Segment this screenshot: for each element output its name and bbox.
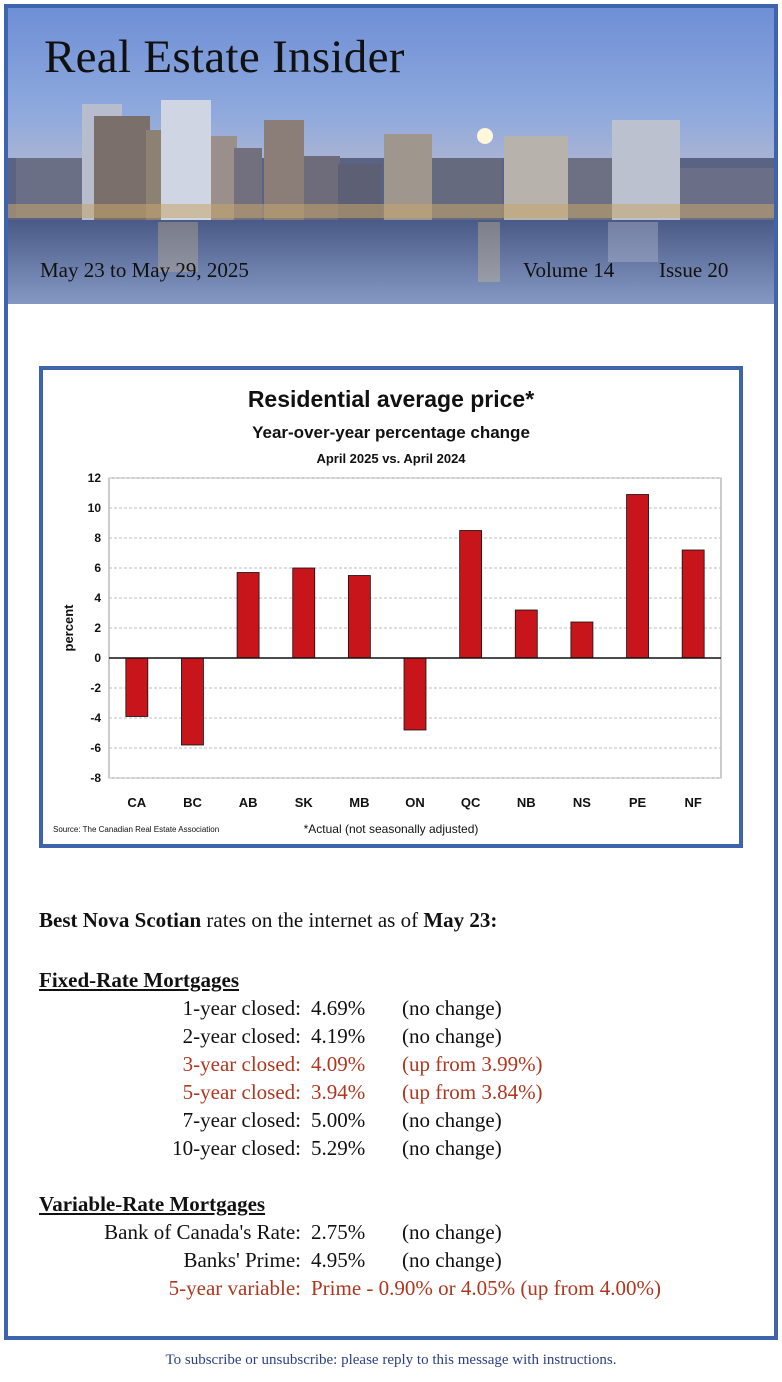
y-tick-label: -6 [90, 741, 101, 755]
header-banner: Real Estate Insider May 23 to May 29, 20… [8, 8, 774, 304]
x-tick-label: ON [405, 795, 425, 810]
y-tick-label: 4 [94, 591, 101, 605]
rate-row: 5-year variable: Prime - 0.90% or 4.05% (… [39, 1276, 759, 1304]
issue-number: Issue 20 [659, 258, 729, 282]
newsletter-title: Real Estate Insider [44, 31, 405, 83]
chart-subtitle-period: April 2025 vs. April 2024 [316, 451, 466, 466]
rate-change: (up from 3.99%) [402, 1052, 543, 1076]
chart-box: Residential average price* Year-over-year… [39, 366, 743, 848]
rate-change: (no change) [402, 1024, 502, 1048]
x-tick-label: NS [573, 795, 591, 810]
volume-number: Volume 14 [523, 258, 615, 282]
rates-intro: Best Nova Scotian rates on the internet … [39, 908, 497, 933]
y-tick-label: 12 [88, 471, 102, 485]
rate-row: 10-year closed: 5.29% (no change) [39, 1136, 759, 1164]
rate-row: 3-year closed: 4.09% (up from 3.99%) [39, 1052, 759, 1080]
y-tick-label: -8 [90, 771, 101, 785]
rate-row: 2-year closed: 4.19% (no change) [39, 1024, 759, 1052]
intro-date: May 23: [423, 908, 498, 932]
rate-value: 5.29% [311, 1136, 366, 1160]
intro-text: rates on the internet as of [201, 908, 424, 932]
rate-value: 2.75% [311, 1220, 366, 1244]
newsletter-frame: Real Estate Insider May 23 to May 29, 20… [4, 4, 778, 1340]
rate-row: Banks' Prime: 4.95% (no change) [39, 1248, 759, 1276]
rate-row: 7-year closed: 5.00% (no change) [39, 1108, 759, 1136]
rate-label: Bank of Canada's Rate: [104, 1220, 301, 1244]
rate-row: 1-year closed: 4.69% (no change) [39, 996, 759, 1024]
rate-label: 5-year closed: [182, 1080, 301, 1104]
y-tick-label: -2 [90, 681, 101, 695]
chart-title: Residential average price* [248, 386, 534, 412]
bar-ab [236, 572, 260, 659]
rate-label: 10-year closed: [172, 1136, 301, 1160]
subscribe-footer: To subscribe or unsubscribe: please repl… [165, 1352, 617, 1368]
y-tick-label: 10 [88, 501, 102, 515]
x-tick-label: NF [685, 795, 702, 810]
y-tick-label: -4 [90, 711, 101, 725]
intro-region: Best Nova Scotian [39, 908, 202, 932]
y-axis-label: percent [61, 604, 76, 652]
x-tick-label: AB [239, 795, 258, 810]
chart-subtitle: Year-over-year percentage change [252, 423, 530, 442]
chart-source: Source: The Canadian Real Estate Associa… [53, 825, 219, 834]
rate-change: (no change) [402, 1248, 502, 1272]
bar-pe [626, 494, 649, 659]
rate-label: 2-year closed: [182, 1024, 301, 1048]
y-tick-label: 8 [94, 531, 101, 545]
fixed-rate-heading: Fixed-Rate Mortgages [39, 968, 240, 992]
date-range: May 23 to May 29, 2025 [40, 258, 249, 282]
rate-change: (up from 3.84%) [402, 1080, 543, 1104]
rate-value: 5.00% [311, 1108, 366, 1132]
rate-value: Prime - 0.90% or 4.05% (up from 4.00%) [311, 1276, 661, 1300]
bar-ca [125, 657, 149, 717]
bar-ns [570, 621, 594, 659]
rate-value: 4.69% [311, 996, 366, 1020]
bar-sk [292, 567, 316, 659]
rate-label: 5-year variable: [168, 1276, 301, 1300]
bar-qc [459, 530, 483, 659]
rate-change: (no change) [402, 1136, 502, 1160]
bar-nf [681, 549, 705, 659]
y-tick-label: 0 [94, 651, 101, 665]
city-skyline-image [8, 100, 774, 304]
x-tick-label: NB [517, 795, 536, 810]
bar-bc [181, 657, 204, 746]
x-tick-label: SK [295, 795, 314, 810]
rate-label: 1-year closed: [182, 996, 301, 1020]
y-tick-label: 6 [94, 561, 101, 575]
bar-mb [347, 575, 371, 659]
x-tick-label: PE [629, 795, 647, 810]
rate-value: 4.09% [311, 1052, 366, 1076]
x-tick-label: MB [349, 795, 369, 810]
rate-label: 7-year closed: [182, 1108, 301, 1132]
rate-change: (no change) [402, 1108, 502, 1132]
bar-on [403, 657, 427, 731]
x-tick-label: BC [183, 795, 202, 810]
rate-value: 4.19% [311, 1024, 366, 1048]
rate-change: (no change) [402, 996, 502, 1020]
y-tick-label: 2 [94, 621, 101, 635]
rate-row: 5-year closed: 3.94% (up from 3.84%) [39, 1080, 759, 1108]
rate-label: 3-year closed: [182, 1052, 301, 1076]
rate-change: (no change) [402, 1220, 502, 1244]
x-tick-label: QC [461, 795, 481, 810]
rate-label: Banks' Prime: [183, 1248, 301, 1272]
x-tick-label: CA [127, 795, 146, 810]
variable-rate-heading: Variable-Rate Mortgages [39, 1192, 266, 1216]
rate-value: 4.95% [311, 1248, 366, 1272]
chart-footnote: *Actual (not seasonally adjusted) [304, 822, 479, 836]
rate-row: Bank of Canada's Rate: 2.75% (no change) [39, 1220, 759, 1248]
bar-nb [514, 609, 538, 659]
price-change-chart: Residential average price* Year-over-year… [53, 386, 722, 836]
rate-value: 3.94% [311, 1080, 366, 1104]
